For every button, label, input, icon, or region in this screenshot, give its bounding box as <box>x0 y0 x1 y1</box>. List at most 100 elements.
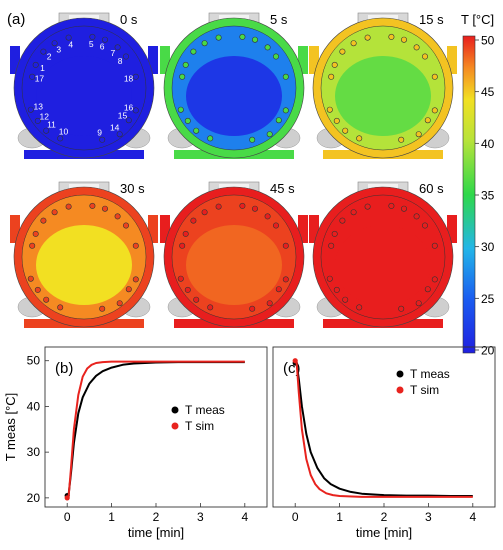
sensor-marker <box>116 131 123 138</box>
colorbar-tick-label: 30 <box>481 240 495 254</box>
colorbar-title: T [°C] <box>461 12 494 27</box>
sensor-marker <box>201 209 208 216</box>
sensor-marker <box>431 107 438 114</box>
sensor-marker <box>132 107 139 114</box>
sensor-marker <box>201 40 208 47</box>
side-tab <box>148 215 158 243</box>
sensor-marker <box>125 286 132 293</box>
sensor-label: 13 <box>34 102 44 112</box>
sensor-marker <box>177 275 184 282</box>
x-tick-label: 3 <box>197 510 204 524</box>
sensor-marker <box>65 34 72 41</box>
sensor-marker <box>249 136 256 143</box>
x-tick-label: 0 <box>292 510 299 524</box>
x-tick-label: 2 <box>381 510 388 524</box>
sensor-marker <box>328 73 335 80</box>
sensor-label: 8 <box>118 56 123 66</box>
colorbar-tick-label: 35 <box>481 189 495 203</box>
sensor-marker <box>182 230 189 237</box>
side-tab <box>447 46 457 74</box>
side-tab <box>10 215 20 243</box>
colorbar-tick-label: 50 <box>481 34 495 48</box>
x-tick-label: 1 <box>336 510 343 524</box>
sensor-marker <box>215 34 222 41</box>
y-tick-label: 50 <box>27 354 41 368</box>
sensor-marker <box>342 127 349 134</box>
sensor-marker <box>264 44 271 51</box>
sensor-marker <box>431 73 438 80</box>
sensor-marker <box>32 61 39 68</box>
snapshot-time-label: 60 s <box>419 181 444 196</box>
sensor-marker <box>421 222 428 229</box>
sensor-marker <box>398 136 405 143</box>
sensor-marker <box>102 205 109 212</box>
sensor-marker <box>415 300 422 307</box>
sensor-marker <box>179 73 186 80</box>
sensor-label: 18 <box>124 73 134 83</box>
sensor-marker <box>356 304 363 311</box>
sensor-marker <box>184 117 191 124</box>
sensor-marker <box>239 33 246 40</box>
sensor-marker <box>264 213 271 220</box>
plot-frame <box>272 346 496 508</box>
sensor-marker <box>326 106 333 113</box>
sensor-marker <box>99 305 106 312</box>
colorbar-gradient <box>462 35 476 354</box>
sensor-marker <box>424 286 431 293</box>
sensor-marker <box>27 106 34 113</box>
sensor-marker <box>388 33 395 40</box>
sensor-marker <box>32 230 39 237</box>
sensor-marker <box>272 53 279 60</box>
colorbar-tick-label: 45 <box>481 85 495 99</box>
sensor-marker <box>51 40 58 47</box>
body-core <box>335 56 431 136</box>
sensor-marker <box>29 242 36 249</box>
side-tab <box>10 46 20 74</box>
colorbar-tick-label: 25 <box>481 292 495 306</box>
sensor-label: 15 <box>118 111 128 121</box>
sensor-marker <box>182 61 189 68</box>
sensor-marker <box>415 131 422 138</box>
sensor-marker <box>125 117 132 124</box>
sensor-marker <box>333 117 340 124</box>
y-tick-label: 40 <box>27 399 41 413</box>
chart-panel: (b) 0 1 2 3 4 20 30 40 50 time [min] T meas [°C] T m… <box>3 346 268 540</box>
sensor-marker <box>339 217 346 224</box>
sensor-label: 11 <box>47 120 56 130</box>
sensor-marker <box>331 61 338 68</box>
sensor-marker <box>328 242 335 249</box>
sensor-marker <box>364 203 371 210</box>
sensor-marker <box>424 117 431 124</box>
sensor-marker <box>34 117 41 124</box>
sensor-marker <box>193 296 200 303</box>
sensor-label: 17 <box>35 73 45 83</box>
body-core <box>36 225 132 305</box>
colorbar-ticks: 50 45 40 35 30 25 20 <box>475 34 495 358</box>
snapshot: 45 s <box>160 181 308 328</box>
sensor-marker <box>184 286 191 293</box>
sensor-marker <box>364 34 371 41</box>
sensor-marker <box>413 44 420 51</box>
sensor-marker <box>282 73 289 80</box>
sensor-label: 16 <box>124 102 134 112</box>
series-start-point <box>292 358 298 364</box>
sensor-marker <box>99 136 106 143</box>
sensor-marker <box>356 135 363 142</box>
x-tick-label: 3 <box>425 510 432 524</box>
snapshot-time-label: 5 s <box>270 12 288 27</box>
sensor-marker <box>29 73 36 80</box>
legend-marker <box>171 406 179 414</box>
sensor-label: 12 <box>40 111 50 121</box>
body-core <box>36 56 132 136</box>
legend-marker <box>396 370 404 378</box>
sensor-label: 5 <box>89 39 94 49</box>
sensor-label: 1 <box>40 63 45 73</box>
side-tab <box>160 215 170 243</box>
sensor-marker <box>132 242 139 249</box>
x-tick-label: 0 <box>64 510 71 524</box>
x-tick-label: 4 <box>469 510 476 524</box>
snapshot-time-label: 15 s <box>419 12 444 27</box>
sensor-marker <box>132 276 139 283</box>
